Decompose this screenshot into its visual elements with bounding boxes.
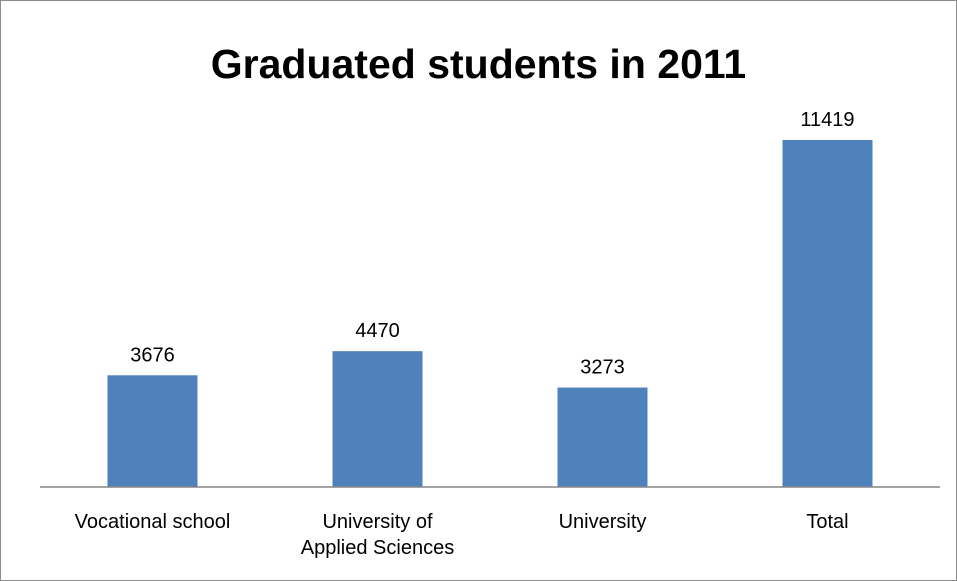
data-label-0: 3676 [130,344,175,366]
category-label-0: Vocational school [75,511,231,533]
data-label-2: 3273 [580,357,625,379]
bars-layer [107,140,873,487]
bar-3 [782,140,873,487]
category-label-2: University [559,511,647,533]
category-label-3: Total [806,511,848,533]
data-label-1: 4470 [355,320,400,342]
bar-1 [332,351,423,487]
data-label-3: 11419 [800,109,854,131]
bar-2 [557,387,648,487]
labels-layer: 3676 Vocational school 4470 University of Ap… [75,109,855,559]
category-label-1: University of Applied Sciences [301,511,454,559]
bar-0 [107,375,198,487]
chart-title: Graduated students in 2011 [210,41,747,87]
